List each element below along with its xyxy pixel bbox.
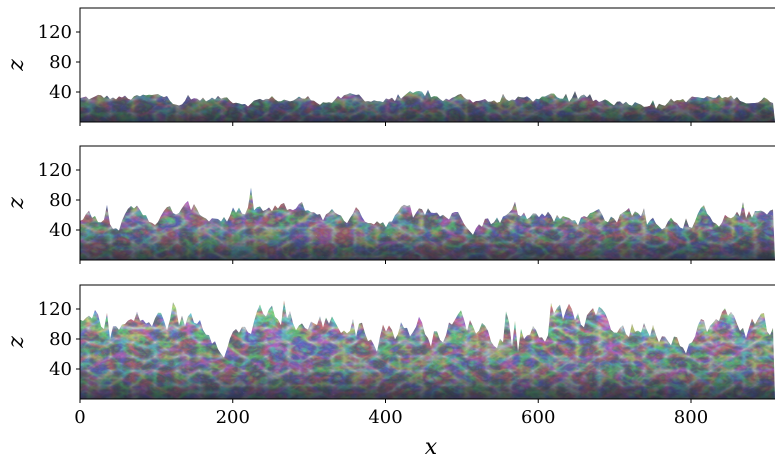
axes-frame: [79, 7, 775, 123]
y-axis-label: z: [4, 336, 29, 349]
y-tick-label: 80: [49, 190, 72, 211]
x-tick-label: 800: [674, 407, 708, 428]
y-tick-label: 40: [49, 82, 72, 103]
flow-field: [80, 187, 775, 260]
y-tick-label: 40: [49, 220, 72, 241]
y-tick-label: 40: [49, 359, 72, 380]
y-tick-label: 120: [38, 22, 72, 43]
wall-shade: [80, 187, 775, 260]
x-tick-label: 200: [216, 407, 250, 428]
x-axis-label: x: [425, 435, 438, 459]
y-axis-label: z: [4, 197, 29, 210]
y-tick-label: 120: [38, 299, 72, 320]
y-axis-label: z: [4, 59, 29, 72]
y-tick-label: 80: [49, 52, 72, 73]
wall-shade: [80, 89, 775, 122]
axes-frame: [79, 284, 775, 400]
x-tick-label: 600: [521, 407, 555, 428]
x-tick-label: 0: [74, 407, 85, 428]
axes-frame: [79, 145, 775, 261]
y-tick-label: 120: [38, 160, 72, 181]
flow-field: [80, 89, 775, 122]
x-tick-label: 400: [368, 407, 402, 428]
wall-shade: [80, 300, 775, 399]
y-tick-label: 80: [49, 329, 72, 350]
flow-field: [80, 300, 775, 399]
